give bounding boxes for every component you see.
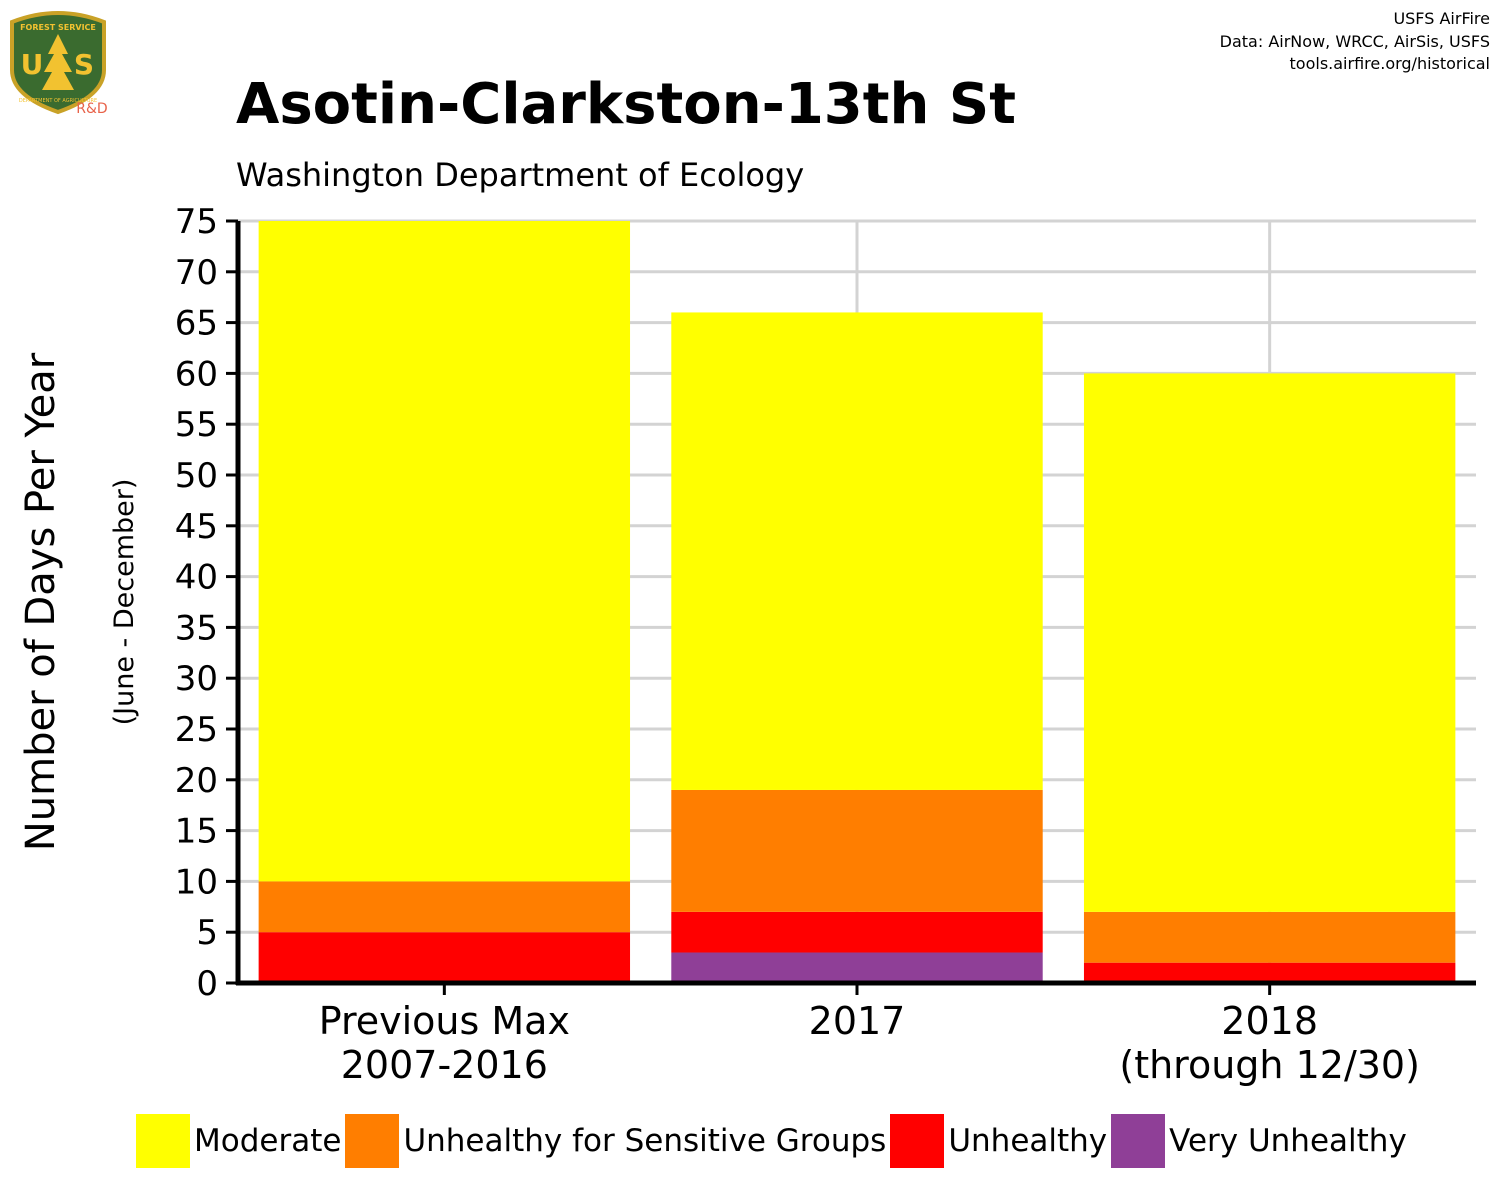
- legend-label-usg: Unhealthy for Sensitive Groups: [403, 1123, 887, 1159]
- bar-very-unhealthy-1: [671, 952, 1043, 983]
- chart-title: Asotin-Clarkston-13th St: [236, 72, 1017, 137]
- bar-unhealthy-2: [1083, 962, 1456, 983]
- legend-item-unhealthy: Unhealthy: [890, 1114, 1107, 1168]
- legend: Moderate Unhealthy for Sensitive Groups …: [136, 1114, 1411, 1168]
- legend-item-usg: Unhealthy for Sensitive Groups: [345, 1114, 886, 1168]
- legend-swatch-usg: [345, 1114, 400, 1168]
- logo-bottom-text: DEPARTMENT OF AGRICULTURE: [19, 98, 97, 104]
- legend-swatch-moderate: [136, 1114, 190, 1168]
- credit-line-1: USFS AirFire: [1393, 9, 1490, 28]
- bar-unhealthy-0: [258, 932, 631, 983]
- legend-item-very-unhealthy: Very Unhealthy: [1111, 1114, 1407, 1168]
- logo-tree-icon: [42, 34, 74, 90]
- legend-swatch-unhealthy: [890, 1114, 945, 1168]
- y-axis-title: Number of Days Per Year: [18, 352, 64, 851]
- bar-moderate-2: [1083, 373, 1456, 912]
- logo-letter-u: U: [21, 48, 44, 81]
- legend-item-moderate: Moderate: [136, 1114, 341, 1168]
- y-tick-label-4: 20: [175, 761, 218, 801]
- bar-unhealthy-for-sensitive-groups-2: [1083, 911, 1456, 963]
- credit-line-2: Data: AirNow, WRCC, AirSis, USFS: [1219, 32, 1490, 51]
- x-tick-label-0-0: Previous Max: [319, 999, 570, 1043]
- legend-label-moderate: Moderate: [194, 1123, 342, 1159]
- legend-label-very-unhealthy: Very Unhealthy: [1169, 1123, 1407, 1159]
- y-tick-label-2: 10: [175, 862, 218, 902]
- x-tick-label-0-1: 2007-2016: [341, 1043, 548, 1087]
- logo-top-text: FOREST SERVICE: [20, 23, 96, 32]
- logo-letter-s: S: [74, 48, 94, 81]
- y-tick-label-7: 35: [175, 608, 218, 648]
- legend-label-unhealthy: Unhealthy: [948, 1123, 1108, 1159]
- y-tick-label-8: 40: [175, 558, 218, 598]
- y-tick-label-13: 65: [175, 304, 218, 344]
- y-tick-label-14: 70: [175, 253, 218, 293]
- logo-tag-rd: R&D: [76, 101, 107, 117]
- bar-unhealthy-1: [671, 911, 1043, 953]
- y-tick-label-5: 25: [175, 710, 218, 750]
- chart-subtitle: Washington Department of Ecology: [236, 156, 805, 194]
- y-tick-label-11: 55: [175, 405, 218, 445]
- bar-unhealthy-for-sensitive-groups-1: [671, 789, 1043, 912]
- x-tick-label-2-0: 2018: [1221, 999, 1318, 1043]
- credit-line-3: tools.airfire.org/historical: [1289, 54, 1490, 73]
- y-axis-subtitle: (June - December): [109, 479, 140, 726]
- bar-moderate-1: [671, 312, 1043, 790]
- y-tick-label-1: 5: [196, 913, 218, 953]
- y-tick-label-0: 0: [196, 964, 218, 1004]
- y-tick-label-10: 50: [175, 456, 218, 496]
- y-tick-label-12: 60: [175, 354, 218, 394]
- y-tick-label-6: 30: [175, 659, 218, 699]
- y-tick-label-3: 15: [175, 812, 218, 852]
- bar-moderate-0: [258, 221, 631, 882]
- bar-unhealthy-for-sensitive-groups-0: [258, 881, 631, 933]
- y-tick-label-15: 75: [175, 202, 218, 242]
- y-tick-label-9: 45: [175, 507, 218, 547]
- legend-swatch-very-unhealthy: [1111, 1114, 1166, 1168]
- x-tick-label-2-1: (through 12/30): [1119, 1043, 1420, 1087]
- x-tick-label-1-0: 2017: [809, 999, 906, 1043]
